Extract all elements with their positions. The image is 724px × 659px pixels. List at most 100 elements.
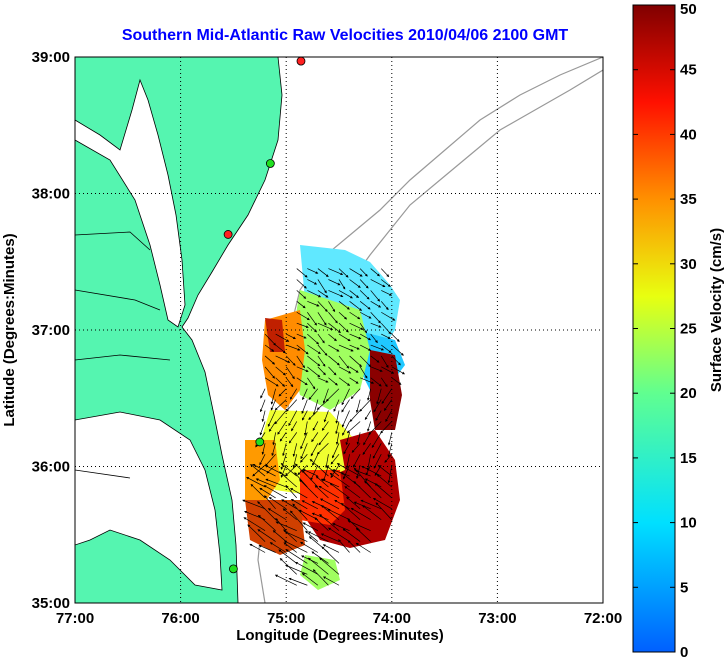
- velocity-arrow: [338, 366, 352, 374]
- velocity-arrow: [282, 443, 287, 457]
- velocity-arrow: [387, 443, 393, 458]
- velocity-arrow: [301, 399, 308, 414]
- velocity-arrow: [375, 410, 382, 422]
- velocity-arrow: [361, 505, 382, 521]
- velocity-arrow: [373, 454, 382, 469]
- velocity-arrow: [292, 443, 298, 457]
- velocity-arrow: [328, 301, 336, 313]
- velocity-arrow: [259, 399, 266, 413]
- x-tick-label: 75:00: [267, 610, 305, 627]
- chart-title: Southern Mid-Atlantic Raw Velocities 201…: [122, 27, 569, 44]
- velocity-arrow: [349, 377, 359, 384]
- velocity-arrow: [376, 388, 382, 405]
- velocity-arrow: [370, 301, 382, 308]
- velocity-arrow: [264, 453, 276, 467]
- velocity-arrow: [307, 557, 329, 575]
- velocity-arrow: [307, 322, 318, 333]
- velocity-arrow: [307, 355, 321, 367]
- velocity-arrow: [307, 301, 320, 307]
- velocity-arrow: [335, 410, 340, 424]
- velocity-arrow: [355, 399, 361, 413]
- velocity-arrow: [328, 333, 337, 342]
- velocity-arrow: [372, 443, 382, 459]
- velocity-arrow: [296, 268, 308, 278]
- velocity-arrow: [285, 355, 296, 366]
- velocity-arrow: [342, 421, 350, 436]
- velocity-arrow: [351, 443, 361, 453]
- velocity-arrow: [353, 454, 361, 468]
- velocity-arrow: [341, 399, 350, 413]
- velocity-arrow: [268, 421, 276, 432]
- velocity-arrow: [349, 322, 364, 330]
- velocity-arrow: [349, 301, 363, 311]
- velocity-arrow: [302, 469, 319, 477]
- velocity-arrow: [314, 485, 329, 499]
- velocity-arrow: [302, 388, 308, 401]
- velocity-arrow: [380, 355, 389, 368]
- velocity-arrow: [283, 540, 308, 553]
- pamlico-sound: [75, 411, 223, 591]
- velocity-arrow: [359, 399, 371, 412]
- velocity-arrow: [302, 522, 319, 531]
- velocity-arrow: [359, 322, 368, 334]
- velocity-arrow: [303, 421, 308, 436]
- velocity-arrow: [275, 344, 286, 354]
- velocity-arrow: [257, 514, 276, 531]
- velocity-arrow: [364, 478, 382, 488]
- velocity-arrow: [259, 421, 266, 436]
- velocity-arrow: [325, 388, 340, 402]
- velocity-arrow: [384, 453, 393, 463]
- velocity-arrow: [278, 388, 287, 397]
- velocity-arrow: [328, 377, 338, 386]
- velocity-arrow: [336, 463, 361, 477]
- velocity-arrow: [338, 377, 351, 386]
- velocity-arrow: [335, 421, 340, 435]
- velocity-arrow: [317, 290, 329, 298]
- x-tick-label: 76:00: [161, 610, 199, 627]
- velocity-arrow: [367, 421, 372, 432]
- velocity-arrow: [310, 464, 319, 481]
- velocity-arrow: [285, 464, 298, 477]
- velocity-arrow: [317, 333, 325, 344]
- velocity-arrow: [285, 485, 298, 499]
- velocity-arrow: [270, 399, 276, 411]
- velocity-arrow: [385, 410, 393, 423]
- velocity-arrow: [359, 377, 375, 384]
- velocity-arrow: [329, 472, 350, 488]
- station-marker: [296, 56, 306, 66]
- velocity-arrow: [264, 333, 277, 346]
- velocity-arrow: [381, 333, 391, 339]
- velocity-arrow: [315, 475, 329, 488]
- velocity-arrow: [252, 464, 276, 477]
- y-tick-label: 37:00: [32, 322, 70, 339]
- velocity-arrow: [292, 454, 298, 469]
- velocity-arrow: [317, 366, 326, 376]
- velocity-arrow: [359, 344, 372, 351]
- velocity-arrow: [341, 502, 361, 520]
- velocity-arrow: [274, 399, 287, 411]
- velocity-arrow: [261, 443, 266, 455]
- velocity-arrow: [255, 478, 276, 488]
- velocity-arrow: [343, 443, 350, 455]
- colorbar-tick-label: 20: [680, 385, 697, 402]
- velocity-arrow: [321, 421, 329, 431]
- velocity-arrow: [338, 279, 346, 290]
- velocity-arrow: [316, 399, 329, 410]
- velocity-arrow: [310, 443, 319, 457]
- velocity-arrow: [370, 312, 381, 324]
- velocity-arrow: [302, 410, 308, 421]
- colorbar-tick-label: 40: [680, 126, 697, 143]
- velocity-arrow: [301, 573, 319, 586]
- velocity-arrow: [338, 268, 349, 278]
- velocity-arrow: [380, 421, 393, 434]
- velocity-arrow: [317, 301, 328, 313]
- velocity-arrow: [370, 355, 380, 363]
- velocity-arrow: [338, 333, 351, 342]
- velocity-arrow: [338, 290, 353, 299]
- colorbar-tick-label: 10: [680, 515, 697, 532]
- velocity-arrow: [353, 467, 371, 488]
- velocity-arrow: [257, 501, 276, 520]
- x-tick-label: 72:00: [584, 610, 622, 627]
- velocity-arrow: [333, 399, 340, 412]
